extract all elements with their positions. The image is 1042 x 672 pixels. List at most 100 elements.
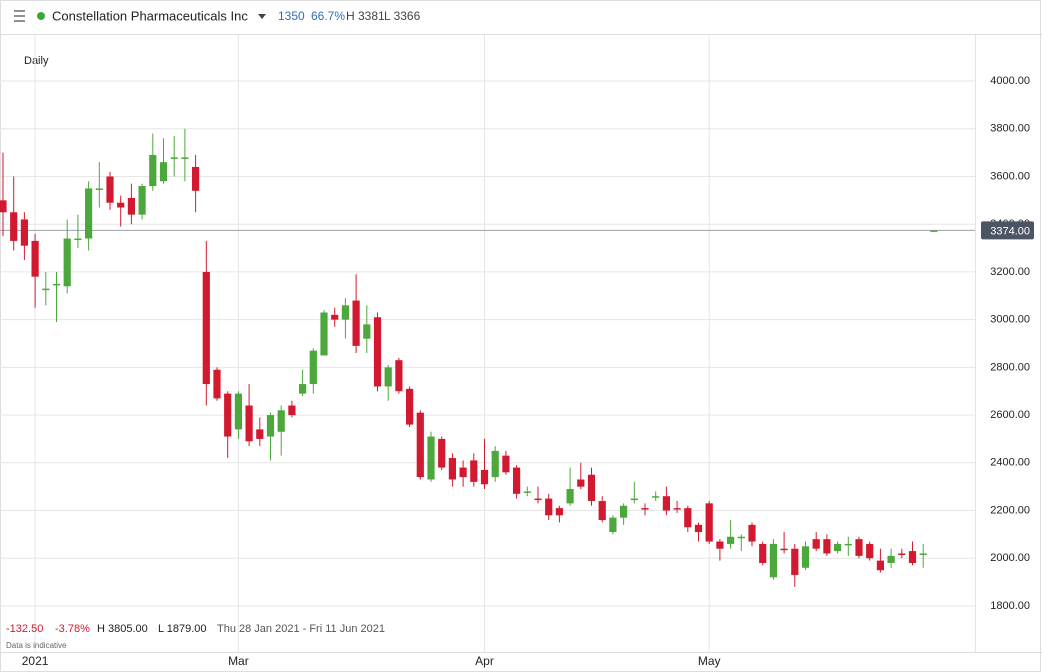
candle-body (234, 393, 242, 430)
candle-body (491, 450, 499, 478)
candle-body (63, 238, 71, 287)
candle-body (480, 469, 489, 485)
candle-body (652, 496, 660, 498)
candle-body (908, 551, 917, 564)
candle-body (438, 438, 446, 468)
candle-body (42, 288, 50, 291)
candle-body (406, 388, 414, 425)
low: L 3366 (384, 9, 421, 23)
candle-body (780, 548, 788, 551)
candle-body (716, 541, 724, 549)
candle-body (320, 312, 328, 356)
candle-body (587, 474, 596, 501)
candle-body (288, 405, 296, 416)
x-tick-label: Apr (475, 654, 494, 668)
candle-body (759, 543, 767, 564)
candle-body (299, 384, 307, 394)
footer-range: Thu 28 Jan 2021 - Fri 11 Jun 2021 (217, 623, 385, 635)
candle-body (534, 498, 542, 501)
footer-low: L 1879.00 (158, 623, 207, 635)
candle-body (20, 219, 28, 246)
candle-body (31, 240, 39, 277)
x-tick-label: Mar (228, 654, 249, 668)
candle-body (727, 536, 735, 544)
candle-body (609, 517, 617, 532)
candle-body (641, 508, 649, 510)
candle-body (277, 410, 285, 432)
candle-body (448, 458, 456, 480)
candle-body (523, 491, 531, 493)
candle-body (737, 536, 745, 539)
candle-body (416, 412, 424, 478)
x-tick-label: May (698, 654, 721, 668)
candle-body (769, 543, 777, 578)
candle-body (138, 186, 146, 215)
candle-body (801, 546, 810, 568)
candle-body (855, 539, 863, 556)
menu-icon[interactable] (14, 10, 25, 22)
price-label-box (981, 221, 1034, 240)
candle-body (52, 283, 61, 286)
footer-change: -132.50 (6, 623, 43, 635)
candle-body (598, 500, 606, 521)
y-tick-label: 2200.00 (990, 504, 1030, 516)
candle-body (373, 317, 382, 387)
candle-body (620, 505, 628, 518)
x-tick-label: 2021 (22, 654, 49, 668)
dropdown-caret[interactable] (258, 14, 266, 19)
candle-body (930, 230, 938, 232)
candle-body (106, 176, 114, 203)
candle-body (0, 200, 7, 213)
candle-body (352, 300, 360, 346)
candle-body (887, 555, 895, 564)
y-tick-label: 2000.00 (990, 552, 1030, 564)
candle-body (363, 324, 371, 339)
candle-body (566, 489, 574, 504)
candle-body (213, 369, 221, 399)
candle-body (834, 543, 842, 552)
candle-body (85, 188, 93, 239)
candle-body (919, 553, 927, 555)
candle-body (170, 157, 178, 159)
candle-body (470, 460, 478, 482)
y-tick-label: 3000.00 (990, 314, 1030, 326)
candle-body (684, 508, 692, 528)
candle-body (866, 543, 874, 559)
candle-body (224, 393, 232, 437)
status-dot (37, 12, 45, 20)
candle-body (10, 212, 18, 241)
candle-body (427, 436, 435, 480)
y-tick-label: 3200.00 (990, 266, 1030, 278)
candle-body (256, 429, 264, 439)
candle-body (202, 271, 210, 385)
candle-body (673, 508, 681, 510)
change: 1350 (278, 9, 305, 23)
footer-change-pct: -3.78% (55, 623, 90, 635)
footer-high: H 3805.00 (97, 623, 148, 635)
interval: Daily (24, 55, 49, 67)
footer-note: Data is indicative (6, 641, 67, 650)
candle-body (331, 314, 339, 320)
candle-body (844, 543, 852, 546)
candle-body (545, 498, 553, 516)
y-tick-label: 2800.00 (990, 361, 1030, 373)
candle-body (555, 508, 563, 516)
candle-body (502, 455, 510, 473)
candle-body (876, 560, 884, 571)
change-pct: 66.7% (311, 9, 345, 23)
candle-body (395, 360, 403, 392)
candle-body (181, 157, 189, 159)
candle-body (898, 553, 906, 555)
candle-body (748, 524, 756, 542)
instrument-name[interactable]: Constellation Pharmaceuticals Inc (52, 8, 248, 23)
candle-body (384, 367, 392, 387)
candle-body (630, 498, 638, 501)
plot (0, 35, 975, 652)
y-tick-label: 2400.00 (990, 457, 1030, 469)
price-label: 3374.00 (990, 225, 1030, 237)
candle-body (694, 524, 703, 532)
y-tick-label: 3800.00 (990, 123, 1030, 135)
candle-body (95, 188, 103, 190)
candle-body (74, 238, 82, 241)
